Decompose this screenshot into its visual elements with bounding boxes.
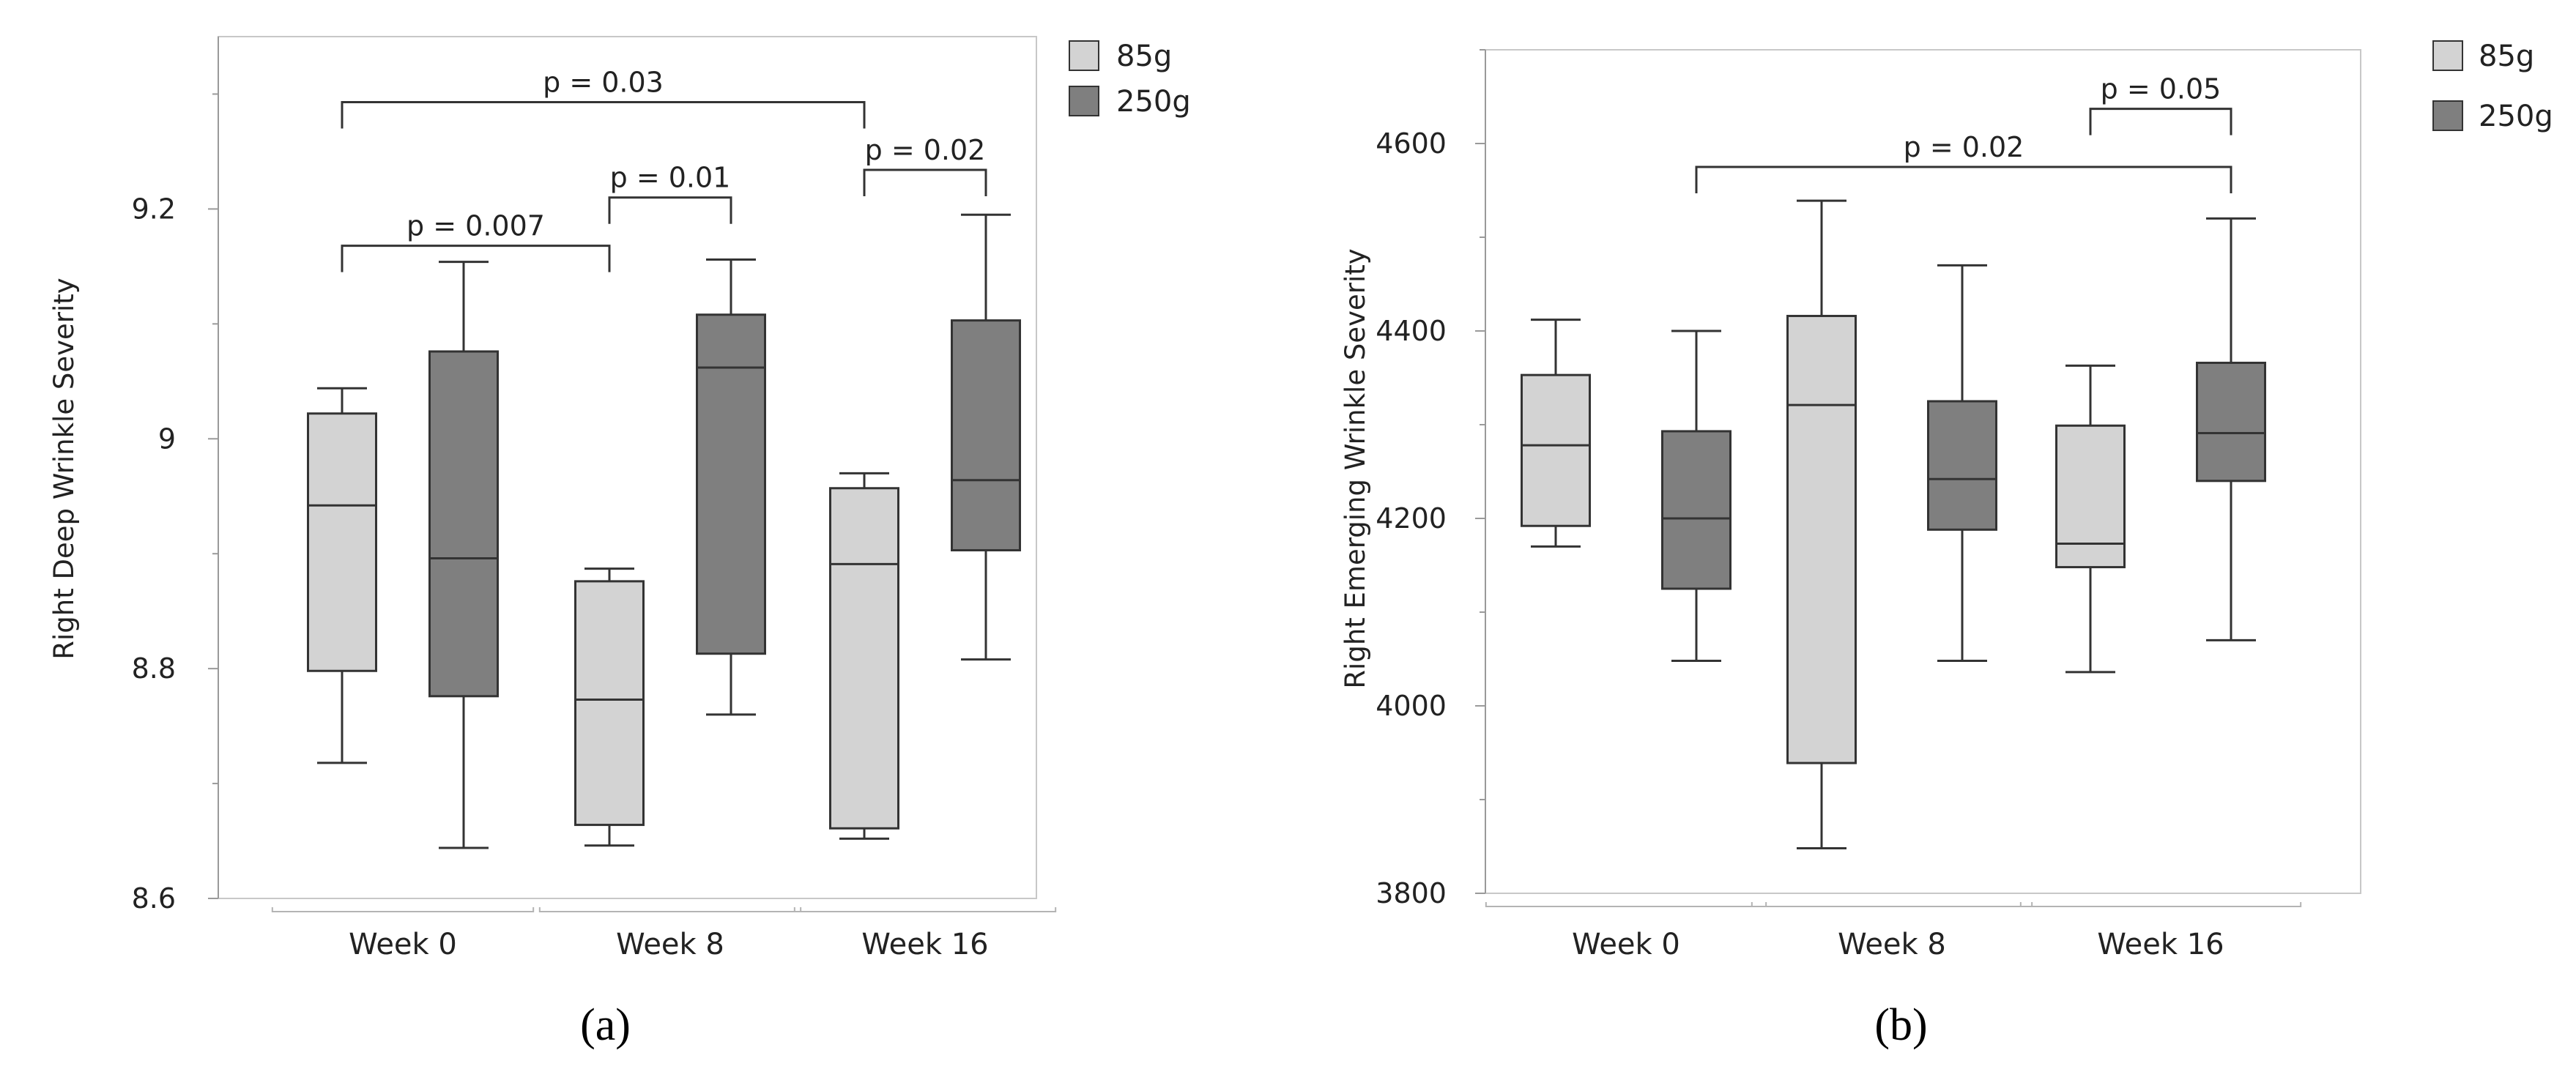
category-bracket — [538, 907, 802, 912]
box-85g-week-8 — [574, 567, 645, 847]
significance-bracket: p = 0.03 — [341, 66, 866, 129]
bracket-line — [341, 245, 611, 272]
box-iqr — [428, 350, 499, 698]
bracket-line — [2089, 108, 2232, 135]
x-category-label: Week 16 — [861, 928, 988, 961]
bracket-line — [341, 100, 866, 129]
p-value-label: p = 0.007 — [407, 210, 545, 242]
box-iqr — [307, 412, 377, 672]
box-iqr — [2196, 362, 2266, 483]
box-250g-week-8 — [696, 258, 766, 716]
x-category-label: Week 0 — [349, 928, 457, 961]
box-85g-week-8 — [1786, 199, 1857, 850]
legend-label: 250g — [1116, 85, 1191, 119]
box-250g-week-16 — [2196, 217, 2266, 641]
legend-swatch — [1069, 86, 1099, 116]
box-250g-week-0 — [428, 261, 499, 849]
significance-bracket: p = 0.02 — [863, 134, 987, 197]
significance-bracket: p = 0.05 — [2089, 73, 2232, 135]
p-value-label: p = 0.01 — [610, 162, 731, 194]
bracket-line — [863, 168, 987, 197]
x-category-label: Week 16 — [2097, 928, 2224, 961]
legend-swatch — [2432, 40, 2463, 71]
box-iqr — [1661, 430, 1731, 590]
box-85g-week-16 — [829, 472, 899, 840]
legend-label: 85g — [2479, 40, 2534, 73]
box-85g-week-16 — [2055, 364, 2126, 674]
bracket-line — [1695, 165, 2232, 193]
chart-panel-b: 3800 4000 4200 4400 4600 Right Emerging Wrink… — [1340, 40, 2553, 1050]
bracket-line — [608, 196, 732, 224]
legend-label: 85g — [1116, 40, 1172, 73]
y-axis-label: Right Emerging Wrinkle Severity — [1340, 248, 1371, 688]
y-tick-label: 8.6 — [132, 882, 176, 915]
p-value-label: p = 0.03 — [543, 66, 664, 98]
box-iqr — [951, 319, 1021, 551]
y-axis-label: Right Deep Wrinkle Severity — [48, 278, 80, 659]
y-tick-label: 8.8 — [132, 652, 176, 685]
p-value-label: p = 0.02 — [1904, 131, 2024, 163]
x-category-label: Week 0 — [1572, 928, 1680, 961]
y-tick-label: 4200 — [1376, 502, 1447, 535]
legend-swatch — [2432, 100, 2463, 131]
box-iqr — [1927, 400, 1997, 531]
y-tick-label: 9 — [158, 422, 176, 455]
legend-label: 250g — [2479, 100, 2553, 133]
box-85g-week-0 — [307, 387, 377, 764]
box-250g-week-0 — [1661, 329, 1731, 663]
x-category-label: Week 8 — [616, 928, 724, 961]
category-bracket — [271, 907, 535, 912]
y-tick-label: 4600 — [1376, 127, 1447, 160]
y-tick-label: 4000 — [1376, 690, 1447, 722]
box-iqr — [1786, 315, 1857, 764]
significance-bracket: p = 0.01 — [608, 162, 732, 224]
p-value-label: p = 0.05 — [2101, 73, 2221, 105]
box-iqr — [2055, 424, 2126, 569]
y-tick-label: 3800 — [1376, 877, 1447, 909]
box-iqr — [696, 313, 766, 655]
box-250g-week-8 — [1927, 264, 1997, 663]
y-tick-label: 9.2 — [132, 193, 176, 225]
significance-bracket: p = 0.007 — [341, 210, 611, 272]
category-bracket — [2019, 902, 2302, 907]
box-250g-week-16 — [951, 213, 1021, 661]
x-category-label: Week 8 — [1838, 928, 1946, 961]
box-iqr — [1521, 373, 1591, 527]
panel-label: (b) — [1874, 1000, 1927, 1050]
category-bracket — [793, 907, 1057, 912]
legend-swatch — [1069, 40, 1099, 71]
box-85g-week-0 — [1521, 319, 1591, 548]
box-iqr — [829, 487, 899, 830]
significance-bracket: p = 0.02 — [1695, 131, 2232, 193]
category-bracket — [1751, 902, 2033, 907]
y-tick-label: 4400 — [1376, 315, 1447, 347]
p-value-label: p = 0.02 — [865, 134, 986, 166]
category-bracket — [1485, 902, 1767, 907]
box-iqr — [574, 580, 645, 827]
chart-panel-a: 8.6 8.8 9 9.2 Right Deep Wrinkle Severity Wee… — [48, 36, 1191, 1050]
panel-label: (a) — [580, 1000, 631, 1050]
